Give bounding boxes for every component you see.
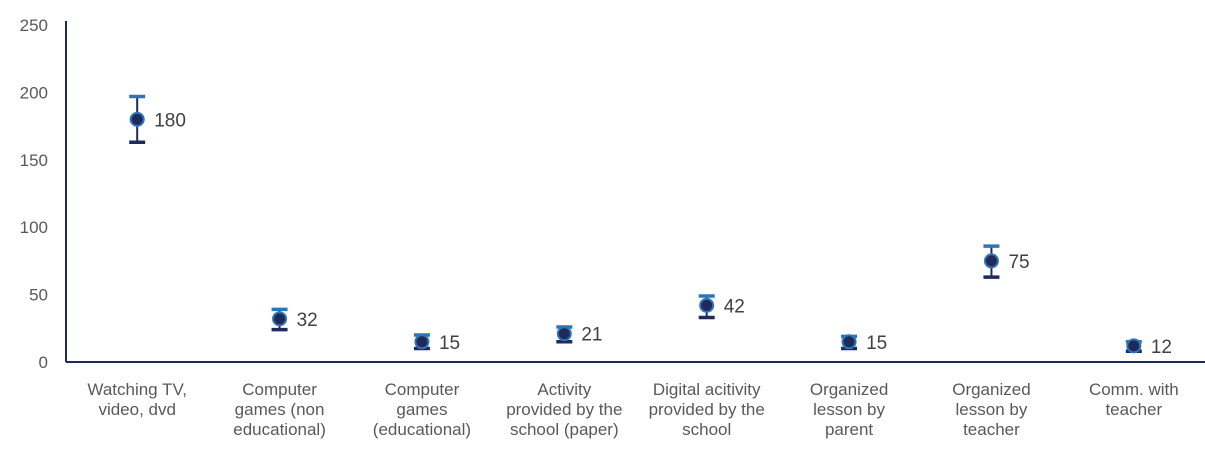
x-category-label-line: Activity — [537, 380, 591, 399]
data-label: 15 — [866, 333, 887, 354]
x-category-label-line: Organized — [952, 380, 1030, 399]
data-marks: 180 32 15 21 42 15 75 12 — [129, 94, 1172, 358]
x-category-label-line: school — [682, 420, 731, 439]
data-point — [414, 334, 430, 350]
x-category-label-line: teacher — [963, 420, 1020, 439]
data-label: 32 — [297, 310, 318, 331]
x-category-label: Watching TV, video, dvd — [87, 380, 187, 419]
y-tick-label: 200 — [20, 83, 48, 102]
y-tick-label: 100 — [20, 218, 48, 237]
data-label: 21 — [581, 325, 602, 346]
data-point — [699, 297, 715, 313]
y-axis-ticks: 0 50 100 150 200 250 — [20, 16, 48, 372]
x-category-label-line: (educational) — [373, 420, 471, 439]
x-category-label-line: teacher — [1105, 400, 1162, 419]
x-category-label-line: provided by the — [649, 400, 765, 419]
data-label: 12 — [1151, 337, 1172, 358]
data-point — [556, 326, 572, 342]
x-category-label-line: lesson by — [813, 400, 885, 419]
x-category-label-line: Watching TV, — [87, 380, 187, 399]
x-category-label: Organized lesson by parent — [810, 380, 888, 439]
data-point — [272, 311, 288, 327]
y-tick-label: 150 — [20, 151, 48, 170]
data-label: 42 — [724, 296, 745, 317]
data-label: 15 — [439, 333, 460, 354]
x-category-label-line: Digital acitivity — [653, 380, 761, 399]
data-point — [841, 334, 857, 350]
data-point — [983, 253, 999, 269]
data-point — [1126, 338, 1142, 354]
x-category-label: Computer games (non educational) — [233, 380, 326, 439]
x-category-label: Comm. with teacher — [1089, 380, 1179, 419]
data-label: 180 — [154, 110, 186, 131]
x-category-label: Computer games (educational) — [373, 380, 471, 439]
x-category-label-line: school (paper) — [510, 420, 619, 439]
x-category-label: Activity provided by the school (paper) — [506, 380, 622, 439]
x-category-label-line: games — [396, 400, 447, 419]
x-category-label: Digital acitivity provided by the school — [649, 380, 765, 439]
y-tick-label: 250 — [20, 16, 48, 35]
x-category-label-line: Computer — [385, 380, 460, 399]
x-category-label-line: educational) — [233, 420, 326, 439]
data-point — [129, 111, 145, 127]
x-category-label-line: games (non — [235, 400, 325, 419]
x-category-label-line: Organized — [810, 380, 888, 399]
x-category-label-line: parent — [825, 420, 873, 439]
x-category-label-line: lesson by — [956, 400, 1028, 419]
x-category-label-line: provided by the — [506, 400, 622, 419]
x-category-label-line: Comm. with — [1089, 380, 1179, 399]
x-category-label-line: video, dvd — [98, 400, 176, 419]
data-label: 75 — [1008, 252, 1029, 273]
x-category-label: Organized lesson by teacher — [952, 380, 1030, 439]
y-tick-label: 0 — [39, 353, 48, 372]
x-category-label-line: Computer — [242, 380, 317, 399]
y-tick-label: 50 — [29, 286, 48, 305]
